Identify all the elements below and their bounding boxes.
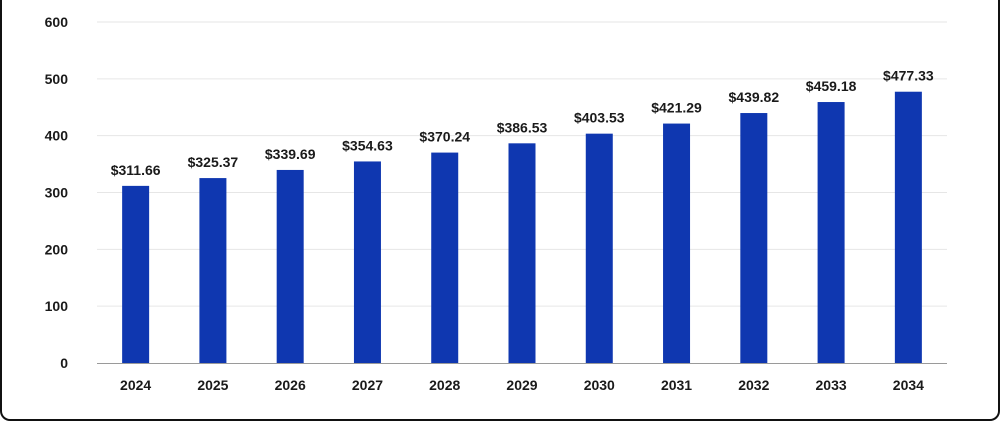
x-tick-label: 2025 xyxy=(197,377,228,393)
data-label: $311.66 xyxy=(111,162,161,178)
y-tick-label: 600 xyxy=(45,14,69,30)
data-label: $459.18 xyxy=(806,78,857,94)
bar xyxy=(663,123,691,363)
y-tick-label: 500 xyxy=(45,71,69,87)
data-label: $439.82 xyxy=(729,89,780,105)
y-axis-ticks: 0 100 200 300 400 500 600 xyxy=(45,14,69,371)
x-tick-label: 2032 xyxy=(738,377,769,393)
x-axis-ticks: 2024 2025 2026 2027 2028 2029 2030 2031 2032 2033… xyxy=(120,377,924,393)
y-tick-label: 300 xyxy=(45,185,69,201)
data-label: $354.63 xyxy=(342,137,393,153)
bar xyxy=(199,178,227,363)
bar xyxy=(122,185,150,363)
x-tick-label: 2029 xyxy=(506,377,537,393)
data-label: $339.69 xyxy=(265,146,316,162)
bar xyxy=(894,91,922,363)
y-tick-label: 400 xyxy=(45,128,69,144)
y-tick-label: 100 xyxy=(45,298,69,314)
bar xyxy=(353,161,381,363)
x-tick-label: 2033 xyxy=(816,377,847,393)
data-label: $421.29 xyxy=(651,100,702,116)
y-tick-label: 0 xyxy=(60,355,68,371)
data-label: $370.24 xyxy=(419,129,470,145)
x-tick-label: 2024 xyxy=(120,377,151,393)
x-tick-label: 2030 xyxy=(584,377,615,393)
x-tick-label: 2031 xyxy=(661,377,692,393)
bar xyxy=(740,113,768,363)
y-tick-label: 200 xyxy=(45,241,69,257)
x-tick-label: 2026 xyxy=(275,377,306,393)
x-tick-label: 2028 xyxy=(429,377,460,393)
data-label: $386.53 xyxy=(497,119,548,135)
x-tick-label: 2034 xyxy=(893,377,924,393)
bar xyxy=(431,152,459,363)
data-labels: $311.66 $325.37 $339.69 $354.63 $370.24 $386.… xyxy=(111,68,934,178)
bars xyxy=(122,91,922,363)
data-label: $325.37 xyxy=(188,154,239,170)
bar xyxy=(508,143,536,363)
bar xyxy=(817,102,845,363)
bar xyxy=(276,169,304,363)
data-label: $403.53 xyxy=(574,110,625,126)
data-label: $477.33 xyxy=(883,68,934,84)
bar xyxy=(585,133,613,363)
x-tick-label: 2027 xyxy=(352,377,383,393)
